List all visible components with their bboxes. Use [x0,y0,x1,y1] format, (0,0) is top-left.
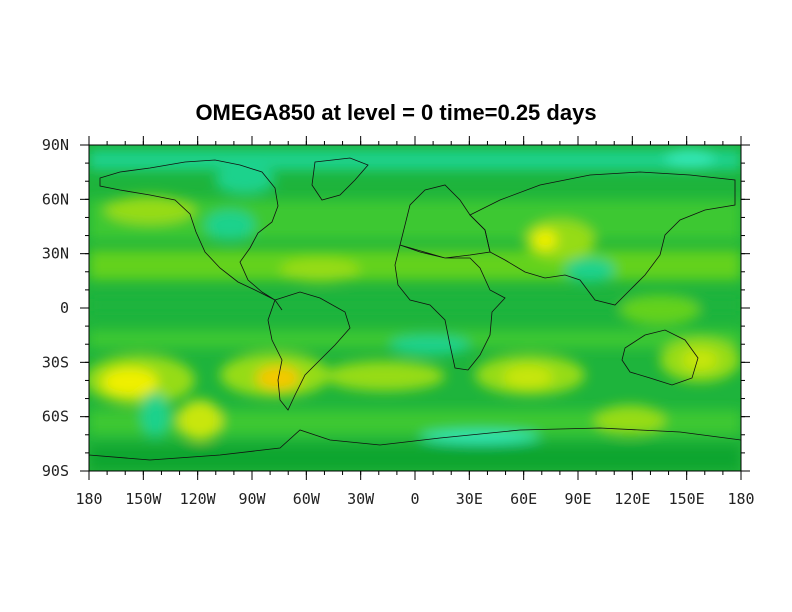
x-tick-label: 30E [456,490,483,508]
y-tick-label: 0 [60,299,69,317]
y-tick-label: 30S [42,353,69,371]
y-tick-label: 60N [42,190,69,208]
axis-ticks [80,136,750,480]
x-tick-label: 120E [614,490,650,508]
x-tick-label: 30W [347,490,375,508]
x-tick-label: 90W [238,490,266,508]
map-title: OMEGA850 at level = 0 time=0.25 days [195,100,597,125]
x-tick-label: 180 [75,490,102,508]
y-tick-label: 30N [42,245,69,263]
axis-tick-labels: 180 150W 120W 90W 60W 30W 0 30E 60E 90E 120E 150E 18… [42,136,755,508]
x-tick-label: 90E [564,490,591,508]
coastlines [89,157,741,461]
x-tick-label: 180 [727,490,754,508]
coast-australia [621,329,699,386]
contour-field [89,145,741,471]
y-tick-label: 60S [42,408,69,426]
y-tick-label: 90N [42,136,69,154]
x-tick-label: 0 [410,490,419,508]
coast-antarctica [89,427,741,461]
coast-asia [469,171,736,306]
x-tick-label: 120W [180,490,217,508]
coast-south-america [267,291,351,411]
y-tick-label: 90S [42,462,69,480]
x-tick-label: 150W [125,490,162,508]
coast-north-america [99,159,283,311]
x-tick-label: 60E [510,490,537,508]
coast-greenland [311,157,369,201]
x-tick-label: 60W [293,490,321,508]
x-tick-label: 150E [669,490,705,508]
